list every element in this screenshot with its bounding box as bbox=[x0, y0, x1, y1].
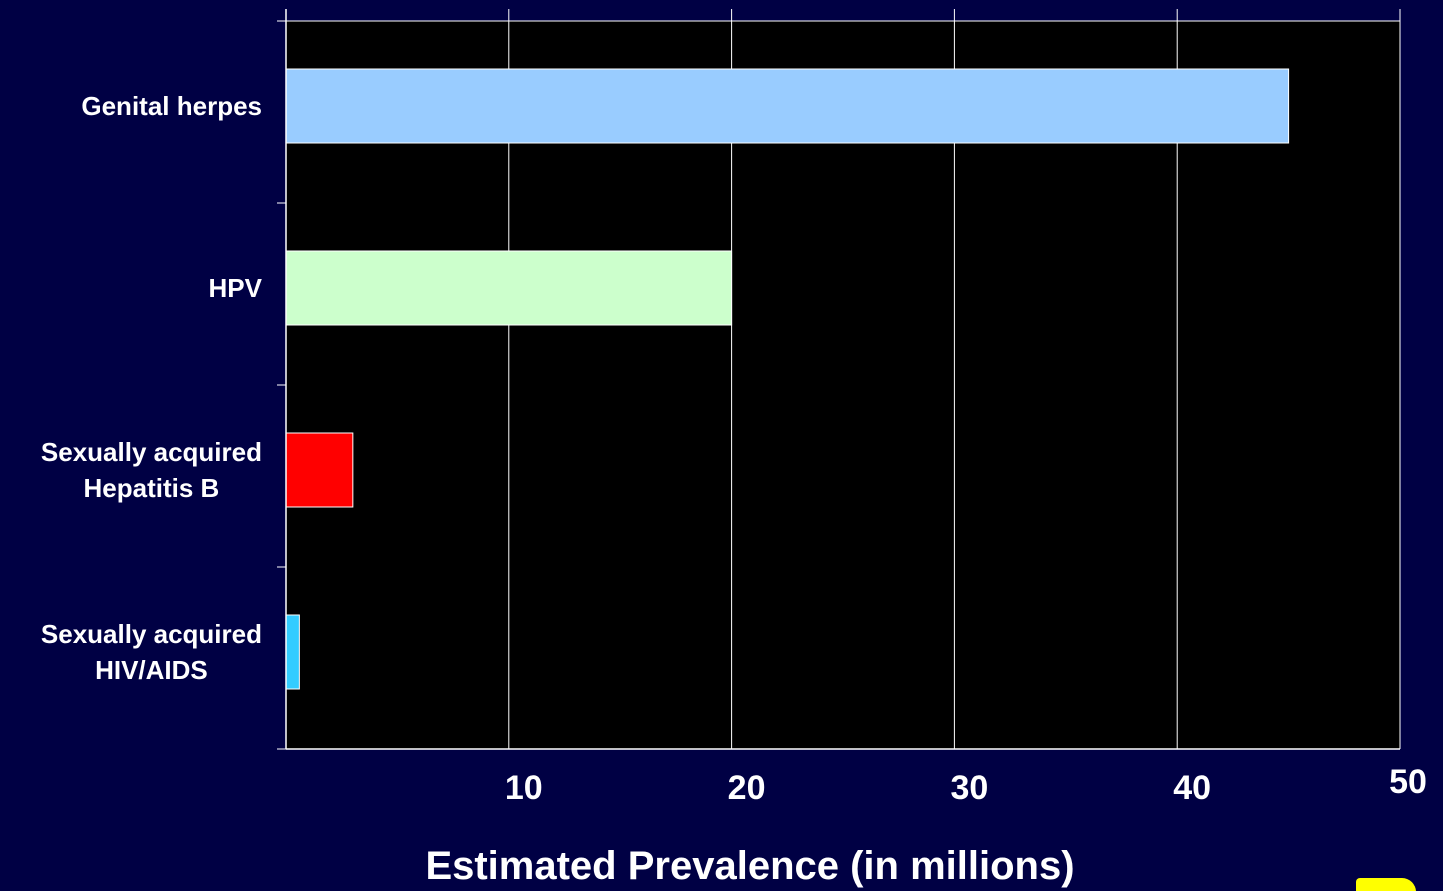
bar bbox=[285, 68, 1290, 144]
category-label: Genital herpes bbox=[81, 91, 262, 121]
x-tick-label: 40 bbox=[1173, 769, 1212, 807]
bars bbox=[285, 68, 1290, 690]
axes bbox=[277, 9, 1400, 750]
bar bbox=[285, 250, 733, 326]
logo-mark bbox=[1356, 878, 1416, 891]
category-label: Sexually acquired Hepatitis B bbox=[40, 437, 262, 503]
category-label: HPV bbox=[208, 273, 262, 303]
x-axis-title: Estimated Prevalence (in millions) bbox=[425, 844, 1075, 888]
x-tick-label: 10 bbox=[504, 769, 543, 807]
x-tick-label: 20 bbox=[727, 769, 766, 807]
bar bbox=[285, 432, 354, 508]
x-tick-label: 30 bbox=[950, 769, 989, 807]
category-label: Sexually acquired HIV/AIDS bbox=[40, 619, 262, 685]
x-tick-label: 50 bbox=[1389, 763, 1427, 801]
bar bbox=[285, 614, 300, 690]
